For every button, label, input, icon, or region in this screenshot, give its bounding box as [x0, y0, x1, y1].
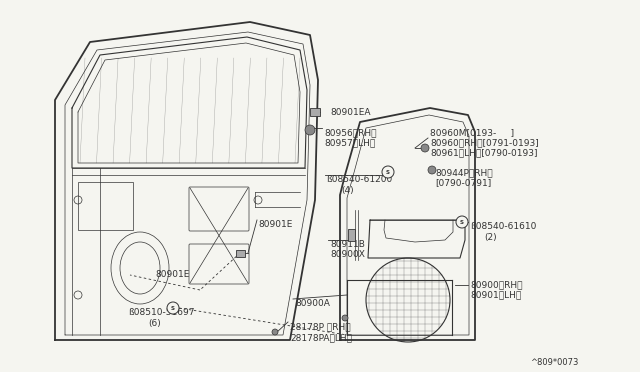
FancyBboxPatch shape [310, 108, 320, 116]
Text: 80911B: 80911B [330, 240, 365, 249]
Text: 80960M[0193-     ]: 80960M[0193- ] [430, 128, 514, 137]
Text: 28178P 〈RH〉: 28178P 〈RH〉 [290, 322, 351, 331]
Text: 80901E: 80901E [155, 270, 189, 279]
Circle shape [305, 125, 315, 135]
Text: [0790-0791]: [0790-0791] [435, 178, 492, 187]
Text: 80960〈RH〉[0791-0193]: 80960〈RH〉[0791-0193] [430, 138, 539, 147]
Text: 80901E: 80901E [258, 220, 292, 229]
Circle shape [428, 166, 436, 174]
FancyBboxPatch shape [236, 250, 245, 257]
Text: (2): (2) [484, 233, 497, 242]
Text: ß08540-61610: ß08540-61610 [470, 222, 536, 231]
Text: 80900〈RH〉: 80900〈RH〉 [470, 280, 522, 289]
FancyBboxPatch shape [348, 229, 355, 241]
Circle shape [167, 302, 179, 314]
Text: 80901〈LH〉: 80901〈LH〉 [470, 290, 521, 299]
Circle shape [272, 329, 278, 335]
Text: ß08540-61200: ß08540-61200 [326, 175, 392, 184]
Text: ^809*0073: ^809*0073 [530, 358, 579, 367]
Text: S: S [386, 170, 390, 174]
Text: 28178PA〈LH〉: 28178PA〈LH〉 [290, 333, 352, 342]
Text: (6): (6) [148, 319, 161, 328]
Text: 80961〈LH〉[0790-0193]: 80961〈LH〉[0790-0193] [430, 148, 538, 157]
Circle shape [342, 315, 348, 321]
Text: (4): (4) [341, 186, 354, 195]
Text: 80900X: 80900X [330, 250, 365, 259]
Text: 80900A: 80900A [295, 299, 330, 308]
Text: 80957〈LH〉: 80957〈LH〉 [324, 138, 375, 147]
Circle shape [456, 216, 468, 228]
Text: S: S [171, 305, 175, 311]
Text: 80944P〈RH〉: 80944P〈RH〉 [435, 168, 493, 177]
Text: 80956〈RH〉: 80956〈RH〉 [324, 128, 376, 137]
Text: S: S [460, 219, 464, 224]
Circle shape [382, 166, 394, 178]
Text: 80901EA: 80901EA [330, 108, 371, 117]
Text: ß08510-51697: ß08510-51697 [128, 308, 195, 317]
Circle shape [421, 144, 429, 152]
